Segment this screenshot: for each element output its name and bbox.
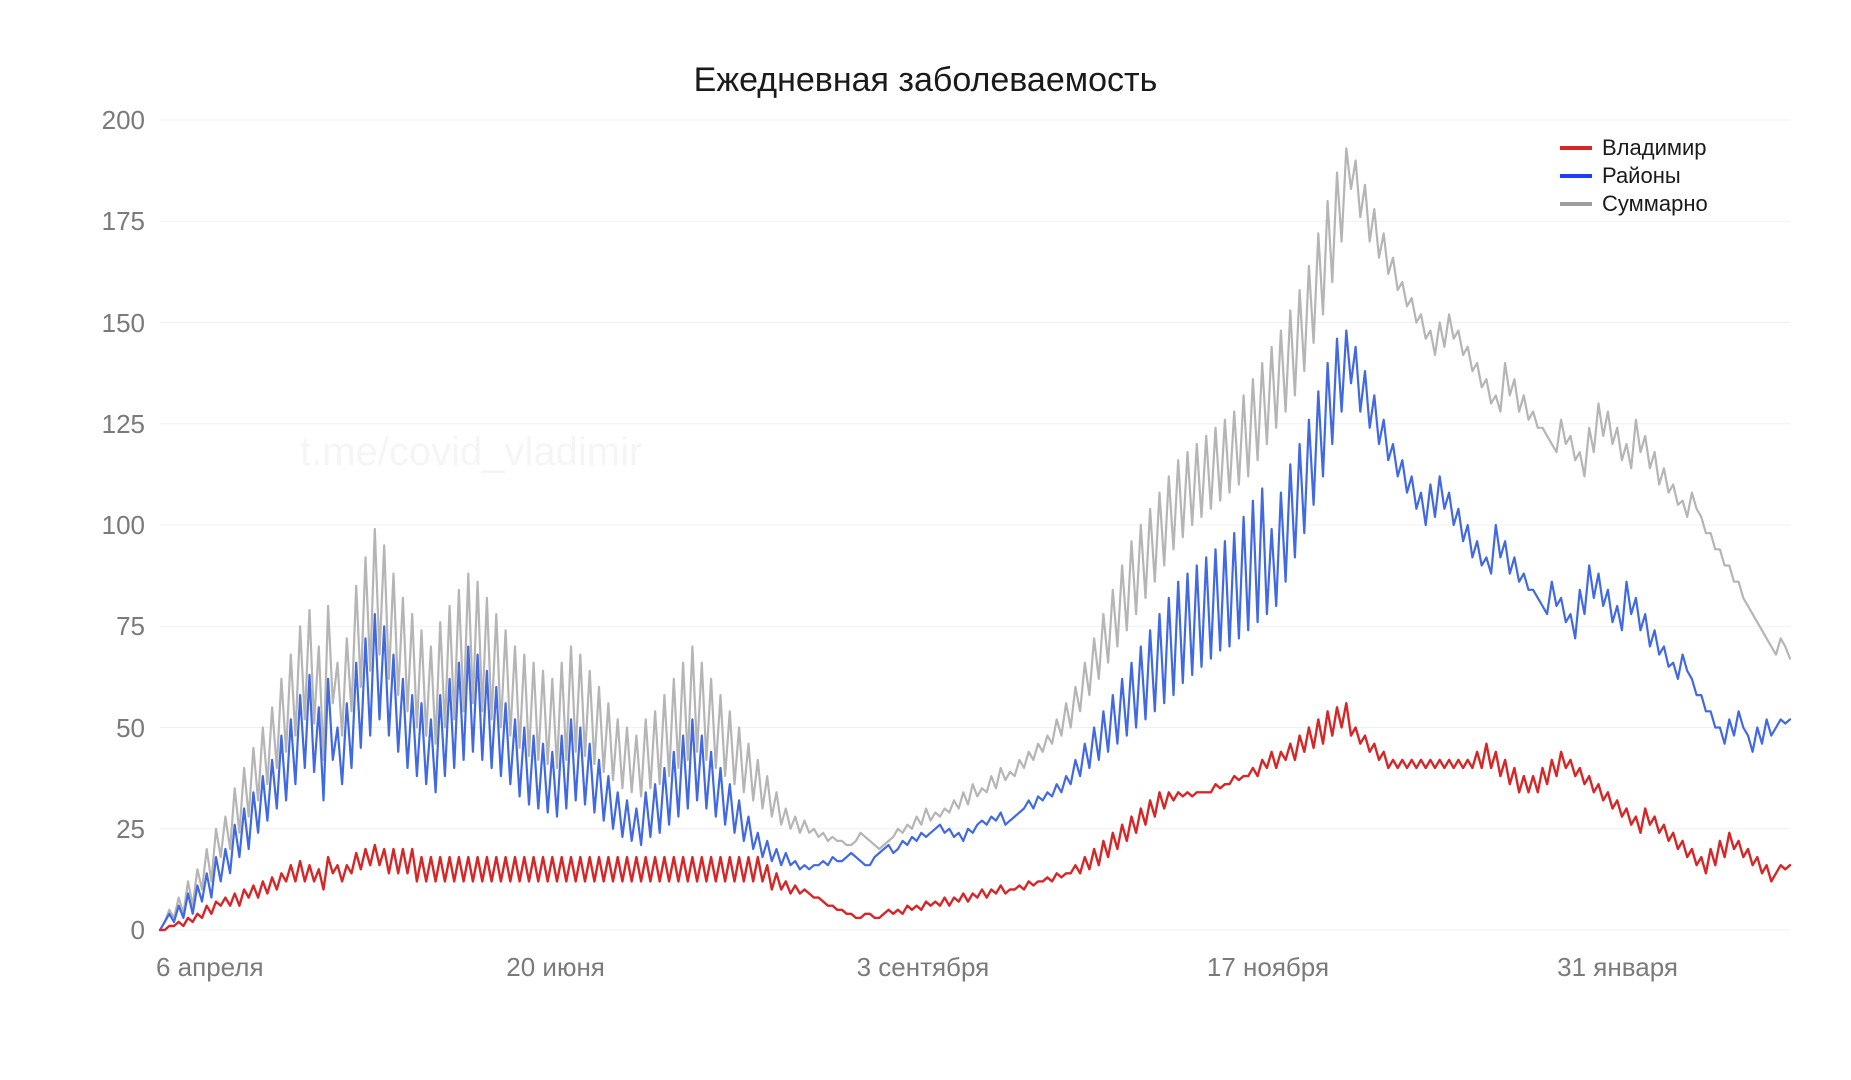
legend-label: Районы [1602,163,1681,189]
series-lines [160,148,1790,930]
legend-label: Суммарно [1602,191,1708,217]
y-tick-label: 50 [65,715,145,741]
y-tick-label: 125 [65,411,145,437]
legend-swatch [1560,174,1592,178]
y-tick-label: 0 [65,917,145,943]
legend-swatch [1560,146,1592,150]
y-tick-label: 175 [65,208,145,234]
series-Владимир [160,703,1790,930]
y-tick-label: 200 [65,107,145,133]
grid-lines [160,120,1790,930]
legend-label: Владимир [1602,135,1707,161]
y-tick-label: 25 [65,816,145,842]
x-tick-label: 6 апреля [156,954,264,980]
legend-item: Районы [1560,163,1708,189]
x-tick-label: 20 июня [506,954,605,980]
x-tick-label: 3 сентября [857,954,990,980]
chart-root: Ежедневная заболеваемость t.me/covid_vla… [0,0,1851,1080]
y-tick-label: 100 [65,512,145,538]
legend: ВладимирРайоныСуммарно [1560,135,1708,219]
legend-swatch [1560,202,1592,206]
series-Суммарно [160,148,1790,930]
x-tick-label: 31 января [1557,954,1678,980]
y-tick-label: 75 [65,613,145,639]
legend-item: Суммарно [1560,191,1708,217]
x-tick-label: 17 ноября [1207,954,1329,980]
legend-item: Владимир [1560,135,1708,161]
y-tick-label: 150 [65,310,145,336]
